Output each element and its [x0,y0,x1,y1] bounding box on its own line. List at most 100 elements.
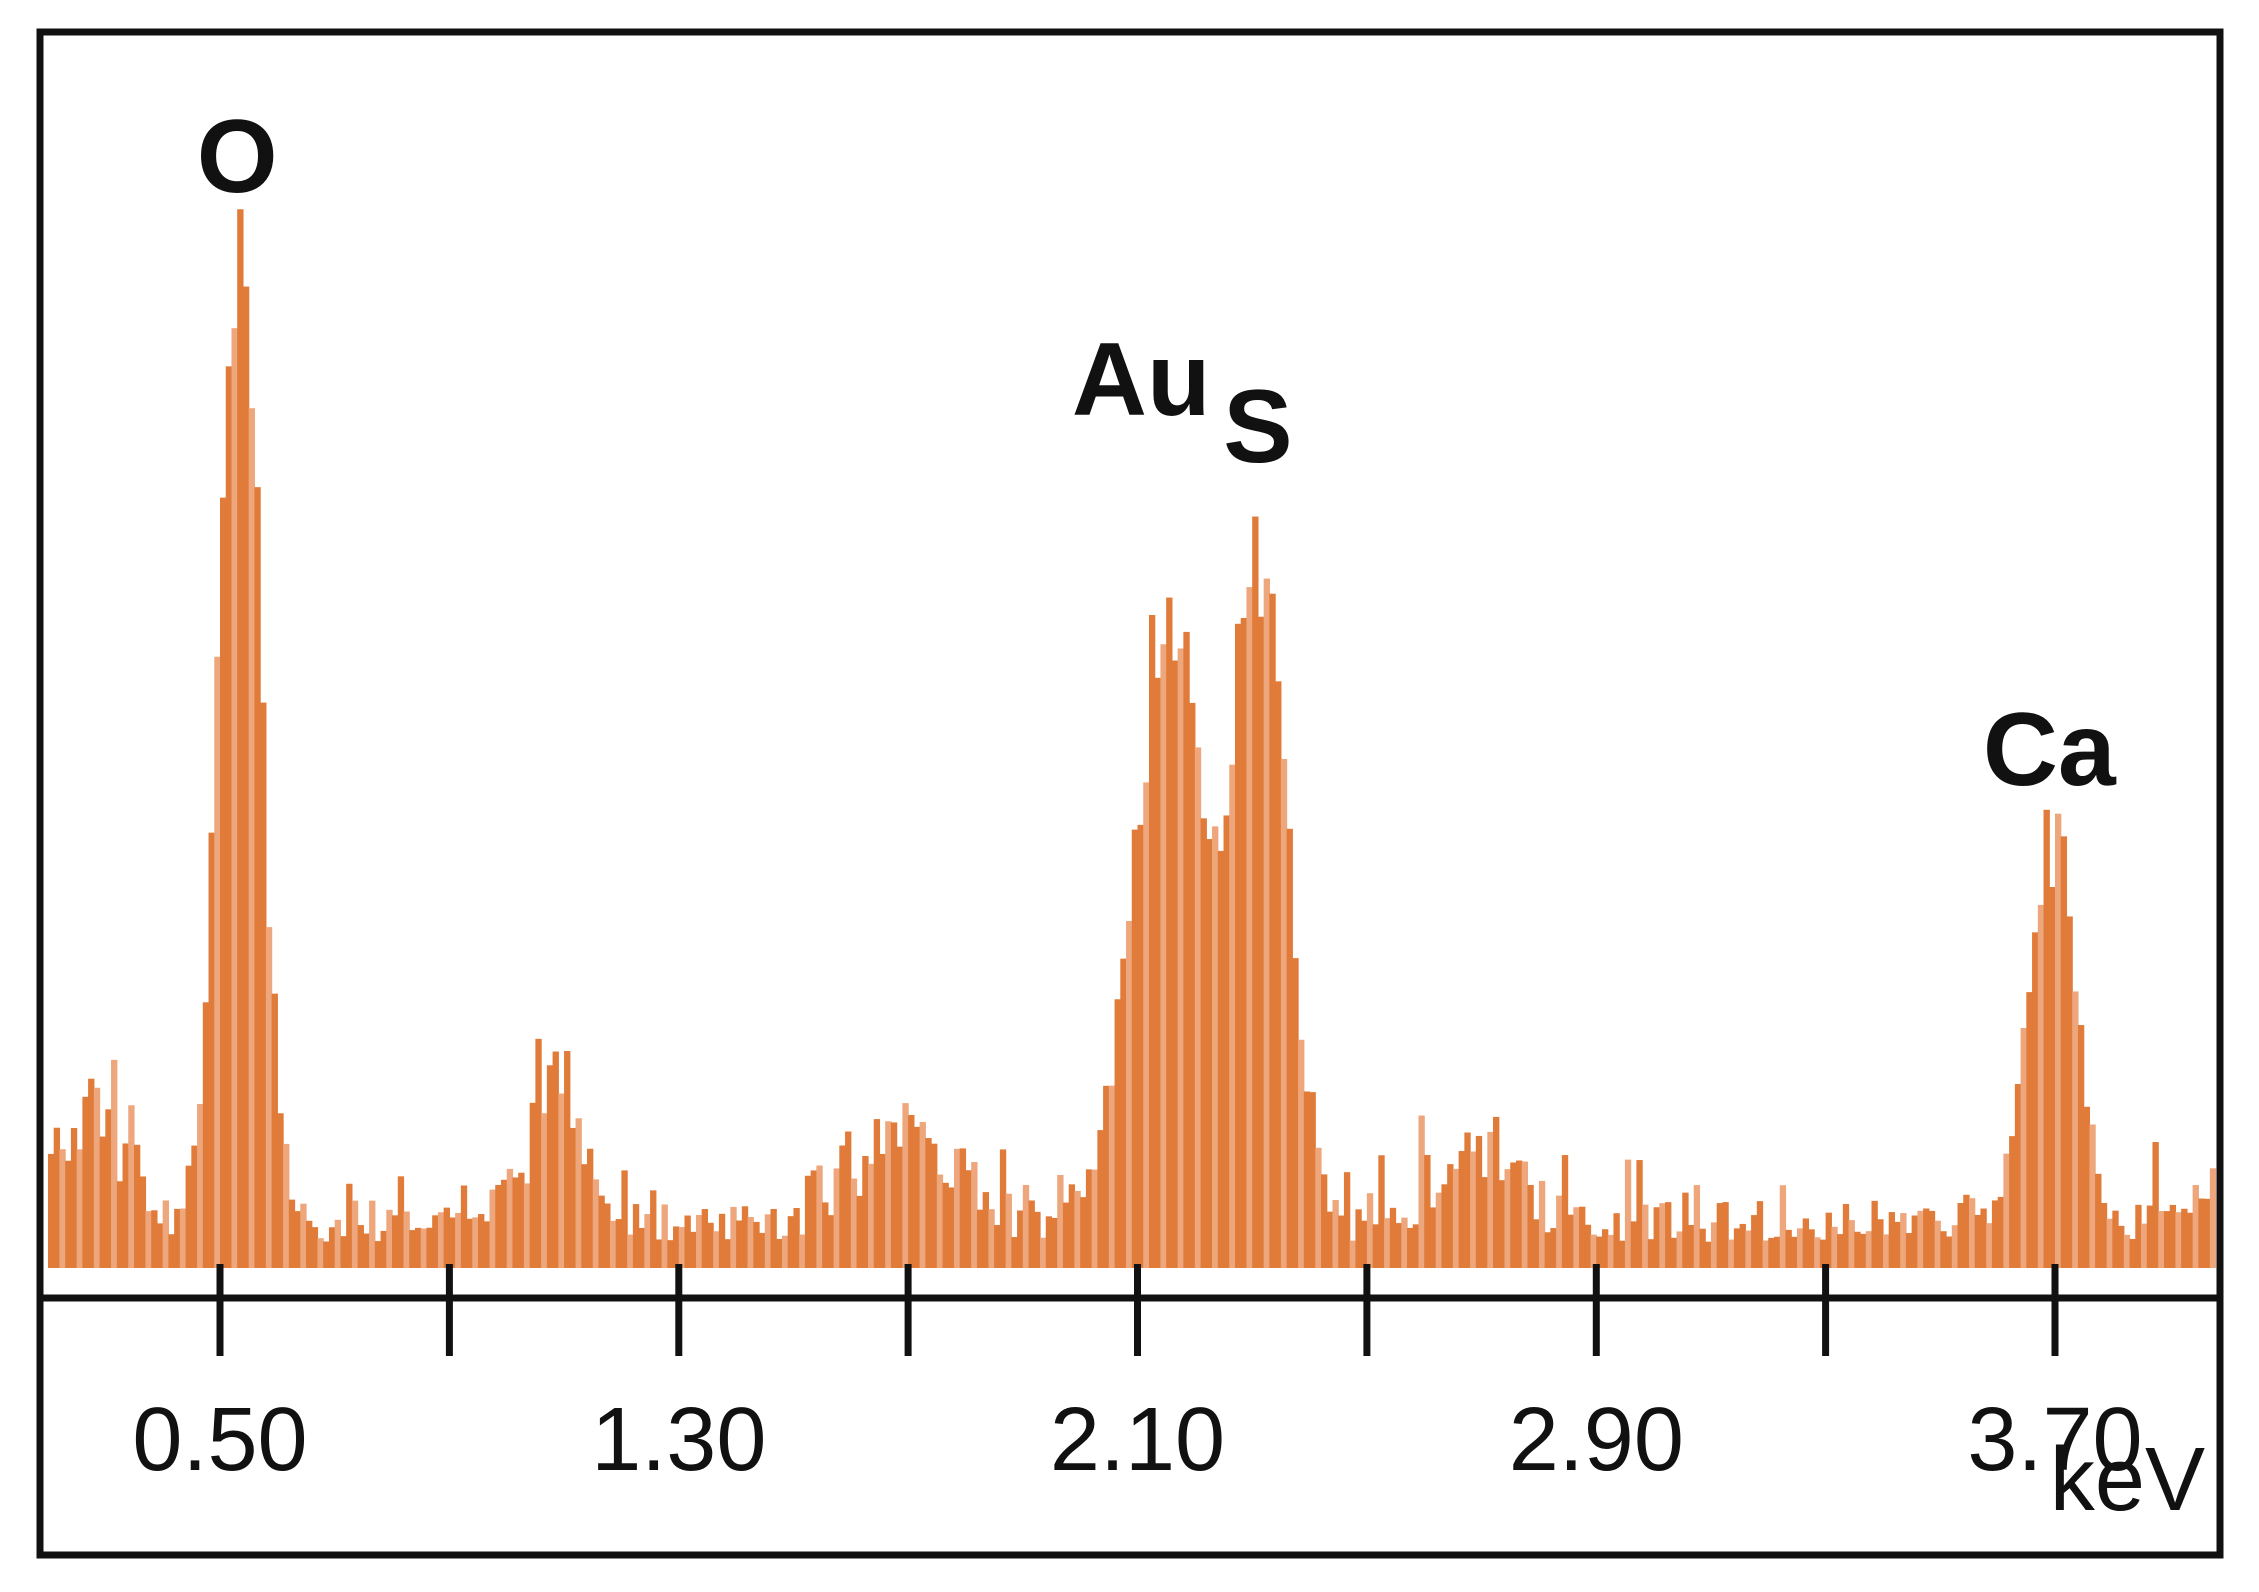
spectrum-bar [1504,1169,1511,1268]
spectrum-bar [1148,614,1156,1268]
spectrum-bar [225,366,233,1269]
spectrum-bar [598,1195,605,1268]
spectrum-bar [1424,1154,1431,1268]
spectrum-bar [1584,1224,1592,1268]
spectrum-bar [1418,1115,1425,1268]
spectrum-bar [455,1212,462,1268]
spectrum-bar [1997,1196,2004,1268]
spectrum-bar [862,1156,869,1268]
spectrum-bar [873,1119,881,1268]
spectrum-bar [1091,1169,1098,1268]
x-axis-unit-label: keV [2050,1430,2205,1530]
spectrum-bar [1315,1147,1322,1268]
spectrum-bar [1825,1212,1832,1268]
spectrum-bar [409,1230,416,1268]
spectrum-bar [776,1238,783,1268]
spectrum-bar [1303,1091,1311,1268]
spectrum-bar [1154,677,1162,1268]
spectrum-bar [724,1239,731,1268]
spectrum-bar [850,1178,858,1268]
spectrum-bar [1028,1200,1035,1268]
x-axis-tick-label: 3.70 [1967,1390,2142,1490]
spectrum-bar [936,1174,944,1268]
spectrum-bar [1435,1192,1443,1268]
spectrum-bar [908,1114,915,1268]
spectrum-bar [1515,1160,1523,1268]
spectrum-bar [1699,1228,1706,1268]
spectrum-bar [1234,623,1242,1268]
spectrum-bar [890,1122,898,1268]
spectrum-bar [632,1204,640,1268]
spectrum-bar [168,1234,175,1268]
spectrum-bar [139,1176,147,1268]
spectrum-bar [1607,1234,1615,1268]
spectrum-bar [1774,1236,1781,1268]
spectrum-bar [747,1216,754,1268]
spectrum-bar [2020,1028,2027,1268]
spectrum-bar [638,1227,645,1268]
peak-label-au: Au [1072,322,1211,438]
spectrum-bar [369,1200,376,1268]
spectrum-bar [174,1208,181,1268]
spectrum-bar [1338,1215,1345,1268]
spectrum-bar [76,1149,83,1268]
spectrum-bar [392,1215,399,1268]
spectrum-bar [627,1234,634,1268]
spectrum-bar [1447,1164,1454,1268]
spectrum-bar [925,1138,932,1268]
spectrum-bar [1458,1151,1465,1268]
spectrum-bar [1710,1222,1718,1268]
spectrum-bar [1860,1233,1867,1268]
spectrum-bar [1051,1217,1058,1268]
spectrum-bar [942,1182,949,1268]
spectrum-bar [1550,1228,1557,1268]
spectrum-bar [781,1235,789,1268]
spectrum-bar [1630,1221,1637,1268]
spectrum-bar [2003,1153,2010,1268]
spectrum-bar [414,1227,422,1268]
spectrum-bar [948,1187,955,1268]
spectrum-bar [1097,1130,1104,1268]
spectrum-bar [426,1227,433,1268]
spectrum-bar [1900,1213,1907,1268]
spectrum-bar [839,1145,846,1268]
spectrum-bar [1814,1237,1821,1268]
spectrum-bar [300,1203,307,1268]
spectrum-bar [2169,1204,2177,1268]
spectrum-bar [2060,836,2068,1268]
spectrum-bar [575,1118,582,1268]
spectrum-bar [1877,1219,1884,1268]
x-axis-tick-labels: 0.50 1.30 2.10 2.90 3.70 [132,1390,2142,1490]
spectrum-bar [437,1212,445,1268]
spectrum-bar [478,1214,485,1268]
spectrum-bar [1240,617,1248,1268]
spectrum-bar [2198,1198,2205,1268]
spectrum-bar [1596,1236,1603,1268]
spectrum-bar [1986,1223,1993,1268]
spectrum-bar [1062,1202,1070,1268]
spectrum-bar [931,1143,938,1268]
spectrum-bar [1085,1169,1093,1268]
spectrum-bar [1544,1232,1551,1268]
spectrum-bar [667,1240,674,1268]
spectrum-bar [1768,1237,1775,1268]
spectrum-bar [827,1215,835,1268]
spectrum-bar [1074,1190,1081,1268]
spectrum-bar [1917,1210,1924,1268]
spectrum-bar [265,927,273,1268]
spectrum-bar [1212,826,1219,1268]
spectrum-bar [1068,1184,1076,1268]
spectrum-bar [1613,1213,1620,1268]
spectrum-bar [483,1221,491,1268]
spectrum-bar [1819,1239,1827,1268]
spectrum-bar [1269,593,1276,1268]
spectrum-bar [1131,829,1139,1268]
spectrum-bar [1521,1161,1529,1268]
spectrum-bar [1011,1237,1018,1268]
spectrum-bar [2204,1198,2211,1268]
spectrum-bar [2077,1025,2085,1268]
spectrum-bar [1561,1155,1569,1268]
spectrum-bar [919,1122,926,1268]
spectrum-bar [661,1204,668,1268]
spectrum-bar [323,1241,330,1268]
